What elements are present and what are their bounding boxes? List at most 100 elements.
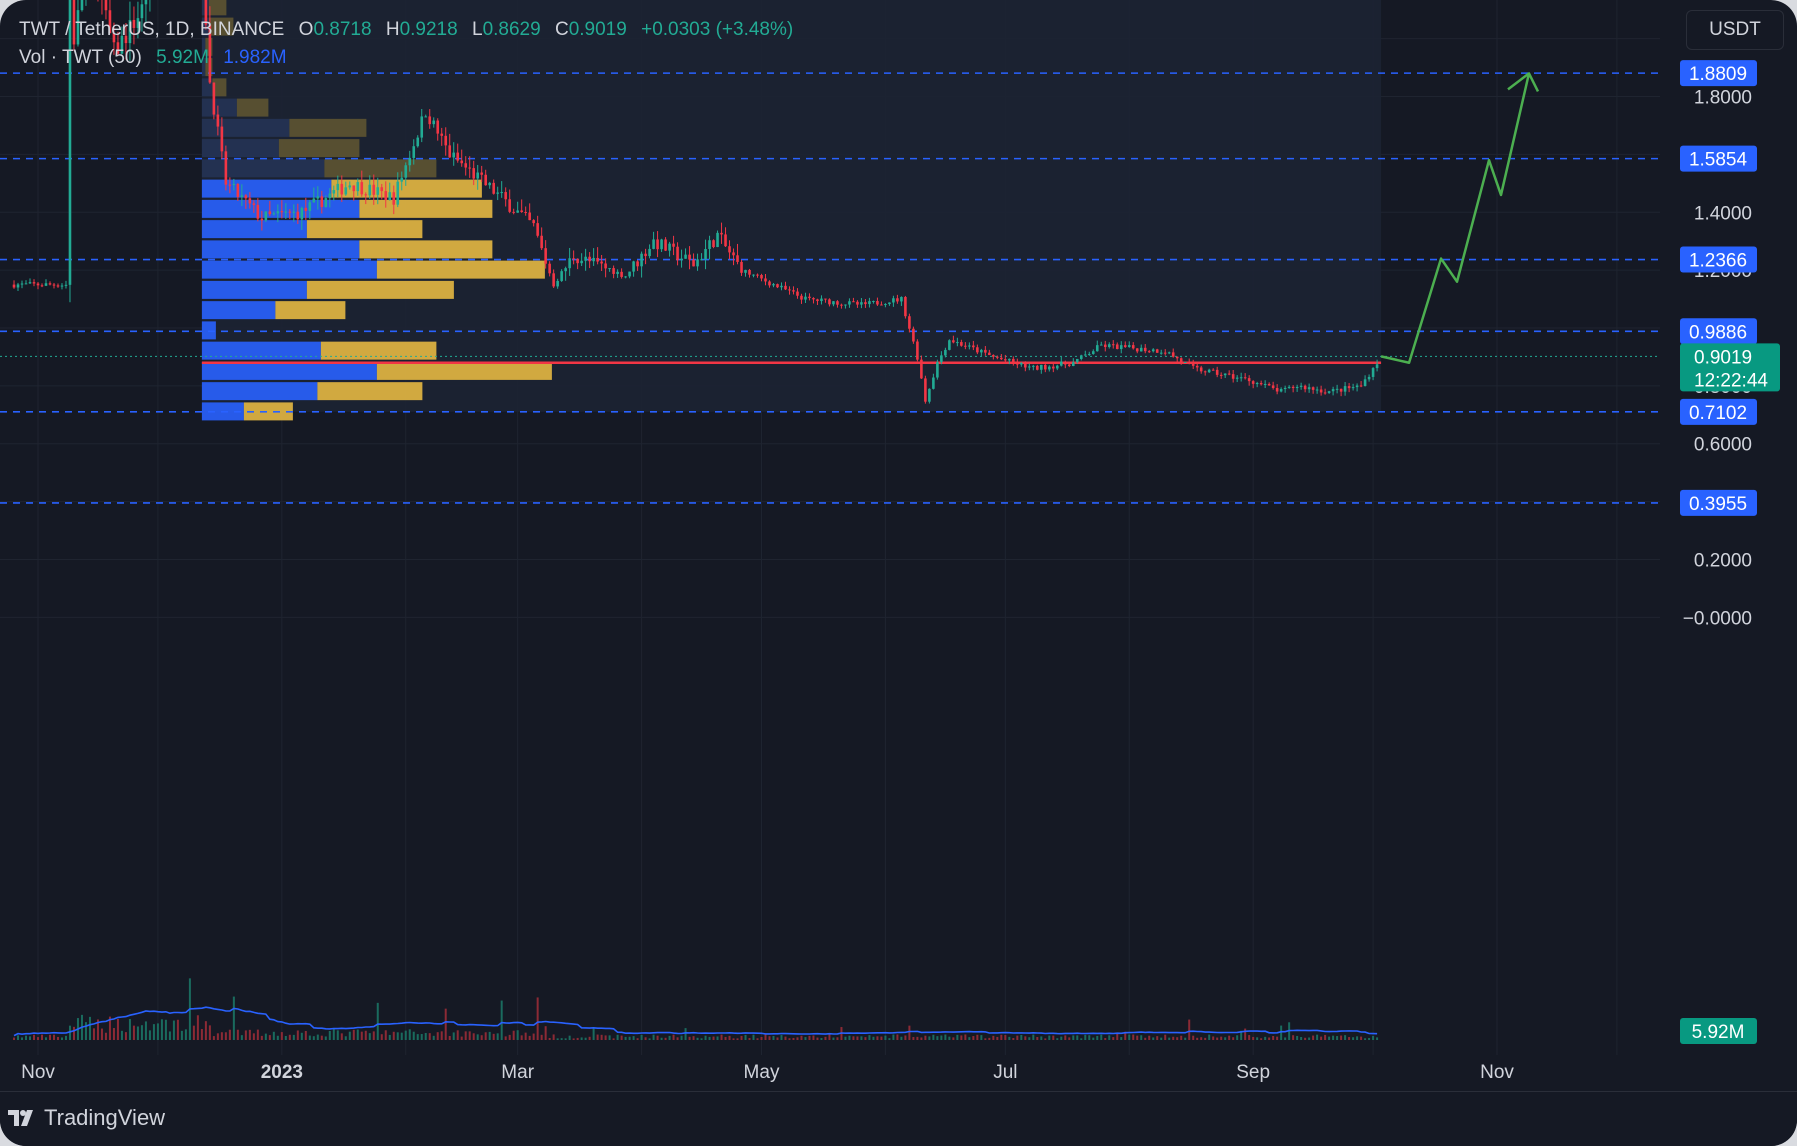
price-chart[interactable]: 3.00002.80002.60002.40002.20002.00001.80… xyxy=(0,0,1797,1091)
volume-bar xyxy=(908,1025,911,1040)
currency-button[interactable]: USDT xyxy=(1686,10,1784,50)
candle-body xyxy=(52,284,56,286)
volume-profile xyxy=(201,0,552,421)
volume-bar xyxy=(1344,1035,1347,1040)
candle-body xyxy=(904,297,907,317)
candle-body xyxy=(320,196,324,208)
volume-bar xyxy=(640,1034,643,1040)
candle-body xyxy=(864,302,867,305)
time-tick-label: 2023 xyxy=(261,1062,303,1083)
candle-body xyxy=(600,261,603,264)
tradingview-logo[interactable]: TradingView xyxy=(8,1105,165,1131)
volume-bar xyxy=(1156,1036,1159,1040)
profile-row-down-13 xyxy=(359,240,493,259)
volume-bar xyxy=(760,1036,763,1040)
volume-bar xyxy=(896,1034,899,1040)
candle-body xyxy=(616,271,619,274)
candle-body xyxy=(1215,369,1219,375)
candle-body xyxy=(756,274,759,276)
candle-body xyxy=(1131,345,1135,349)
volume-bar xyxy=(1368,1037,1371,1040)
volume-bar xyxy=(1120,1037,1123,1040)
volume-bar xyxy=(584,1037,587,1040)
candle-body xyxy=(636,261,639,267)
profile-row-up-9 xyxy=(201,159,325,178)
candle-body xyxy=(1231,374,1235,379)
candle-body xyxy=(36,283,40,286)
candle-body xyxy=(1056,365,1059,369)
candle-body xyxy=(804,296,807,300)
level-badge xyxy=(1680,398,1757,425)
volume-bar xyxy=(1352,1037,1355,1040)
volume-bar xyxy=(312,1036,315,1040)
candle-body xyxy=(992,355,995,357)
profile-row-up-7 xyxy=(201,118,290,137)
volume-bar xyxy=(140,1025,143,1040)
candle-body xyxy=(372,184,376,195)
candle-body xyxy=(396,181,400,205)
candle-body xyxy=(580,260,583,264)
candle-body xyxy=(512,211,515,213)
volume-bar xyxy=(72,1026,75,1040)
symbol-title[interactable]: TWT / TetherUS, 1D, BINANCE xyxy=(19,19,285,40)
volume-bar xyxy=(1284,1037,1287,1040)
volume-bar xyxy=(828,1034,831,1040)
candle-body xyxy=(1024,362,1027,368)
volume-label[interactable]: Vol · TWT (50) xyxy=(19,47,142,68)
candle-body xyxy=(524,212,527,214)
volume-bar xyxy=(832,1037,835,1040)
volume-bar xyxy=(744,1034,747,1040)
candle-body xyxy=(724,234,727,247)
volume-bar xyxy=(280,1032,283,1040)
volume-bar xyxy=(1272,1036,1275,1040)
volume-bar xyxy=(1140,1035,1143,1040)
candle-body xyxy=(1335,388,1339,390)
candle-body xyxy=(460,160,464,164)
volume-bar xyxy=(1312,1035,1315,1040)
candle-body xyxy=(548,263,551,274)
volume-bar xyxy=(328,1030,331,1040)
profile-row-down-9 xyxy=(324,159,437,178)
candle-body xyxy=(980,349,983,353)
candle-body xyxy=(1199,367,1203,372)
volume-bar xyxy=(948,1036,951,1040)
candle-body xyxy=(132,19,136,28)
candle-body xyxy=(1219,374,1223,376)
candle-body xyxy=(1032,365,1035,367)
volume-bar xyxy=(308,1035,311,1040)
volume-bar xyxy=(468,1031,471,1040)
volume-bar xyxy=(356,1029,359,1040)
profile-row-down-14 xyxy=(376,260,545,279)
candle-body xyxy=(1247,378,1251,382)
candle-body xyxy=(300,207,304,220)
volume-bar xyxy=(944,1034,947,1040)
volume-bar xyxy=(288,1034,291,1040)
volume-bar xyxy=(1000,1034,1003,1040)
profile-row-down-21 xyxy=(243,402,293,421)
candle-body xyxy=(360,182,364,195)
volume-bar xyxy=(260,1035,263,1040)
profile-row-up-5 xyxy=(201,78,213,97)
candle-body xyxy=(1028,366,1031,368)
candle-body xyxy=(844,304,847,306)
candle-body xyxy=(812,298,815,300)
candle-body xyxy=(620,271,623,277)
volume-bar xyxy=(1080,1038,1083,1040)
candle-body xyxy=(496,192,499,194)
candle-body xyxy=(80,0,84,11)
candle-body xyxy=(1103,344,1107,348)
volume-bar xyxy=(496,1033,499,1040)
candle-body xyxy=(144,0,148,5)
candle-body xyxy=(420,116,424,138)
volume-bar xyxy=(340,1033,343,1040)
candle-body xyxy=(1179,358,1183,363)
candle-body xyxy=(880,304,883,306)
volume-bar xyxy=(520,1035,523,1040)
volume-bar xyxy=(1268,1037,1271,1040)
volume-bar xyxy=(1064,1035,1067,1040)
volume-bar xyxy=(88,1016,91,1040)
profile-row-down-8 xyxy=(278,139,360,158)
candle-body xyxy=(632,261,635,272)
volume-bar xyxy=(1188,1019,1191,1040)
candle-body xyxy=(672,243,675,247)
